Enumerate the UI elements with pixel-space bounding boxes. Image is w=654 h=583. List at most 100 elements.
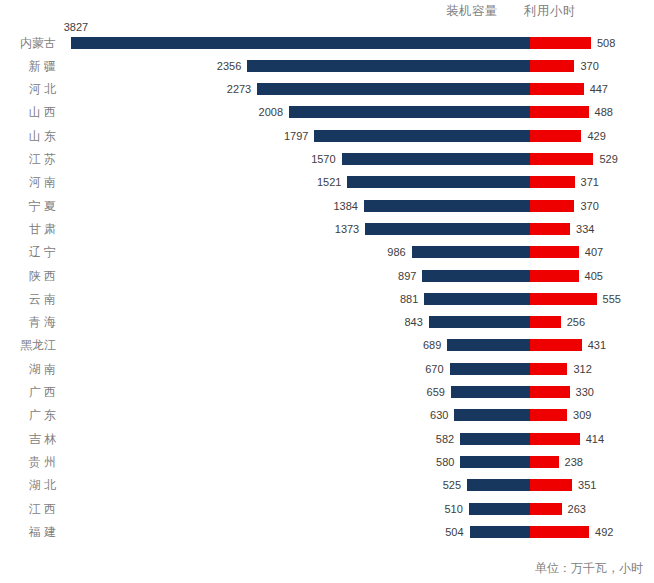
hours-bar <box>530 339 582 351</box>
table-row: 青 海 843 256 <box>0 316 654 328</box>
capacity-value: 2273 <box>227 84 251 95</box>
hours-bar <box>530 200 574 212</box>
capacity-value: 504 <box>445 526 463 537</box>
table-row: 河 北 2273 447 <box>0 83 654 95</box>
hours-bar <box>530 503 562 515</box>
province-label: 山 西 <box>0 106 56 118</box>
hours-value: 492 <box>595 526 613 537</box>
hours-value: 447 <box>590 84 608 95</box>
capacity-value: 1373 <box>335 223 359 234</box>
hours-value: 405 <box>585 270 603 281</box>
capacity-value: 525 <box>443 480 461 491</box>
province-label: 福 建 <box>0 526 56 538</box>
capacity-value: 843 <box>404 317 422 328</box>
province-label: 云 南 <box>0 293 56 305</box>
capacity-bar <box>467 479 530 491</box>
hours-bar <box>530 60 574 72</box>
capacity-value: 897 <box>398 270 416 281</box>
hours-value: 312 <box>573 363 591 374</box>
table-row: 甘 肃 1373 334 <box>0 223 654 235</box>
capacity-value: 689 <box>423 340 441 351</box>
capacity-value: 2008 <box>259 107 283 118</box>
capacity-bar <box>71 37 530 49</box>
capacity-bar <box>447 339 530 351</box>
province-label: 湖 南 <box>0 363 56 375</box>
capacity-value: 580 <box>436 456 454 467</box>
plot-area: 内蒙古 3827 508 新 疆 2356 370 河 北 2273 447 山… <box>0 0 654 583</box>
province-label: 甘 肃 <box>0 223 56 235</box>
capacity-bar <box>289 106 530 118</box>
table-row: 宁 夏 1384 370 <box>0 200 654 212</box>
table-row: 广 东 630 309 <box>0 409 654 421</box>
hours-bar <box>530 246 579 258</box>
province-label: 内蒙古 <box>0 37 56 49</box>
capacity-value: 510 <box>444 503 462 514</box>
capacity-bar <box>460 433 530 445</box>
capacity-bar <box>454 409 530 421</box>
province-label: 吉 林 <box>0 433 56 445</box>
table-row: 黑龙江 689 431 <box>0 339 654 351</box>
capacity-bar <box>451 386 530 398</box>
province-label: 青 海 <box>0 316 56 328</box>
hours-value: 370 <box>580 200 598 211</box>
table-row: 山 东 1797 429 <box>0 130 654 142</box>
capacity-bar <box>342 153 530 165</box>
province-label: 广 西 <box>0 386 56 398</box>
hours-value: 256 <box>567 317 585 328</box>
table-row: 吉 林 582 414 <box>0 433 654 445</box>
hours-bar <box>530 456 559 468</box>
province-label: 辽 宁 <box>0 246 56 258</box>
capacity-value: 1570 <box>311 154 335 165</box>
capacity-value: 3827 <box>64 22 88 33</box>
hours-bar <box>530 176 575 188</box>
table-row: 江 西 510 263 <box>0 503 654 515</box>
table-row: 河 南 1521 371 <box>0 176 654 188</box>
table-row: 新 疆 2356 370 <box>0 60 654 72</box>
hours-bar <box>530 433 580 445</box>
hours-value: 529 <box>599 154 617 165</box>
hours-value: 351 <box>578 480 596 491</box>
capacity-value: 986 <box>387 247 405 258</box>
province-label: 宁 夏 <box>0 200 56 212</box>
hours-value: 238 <box>565 456 583 467</box>
capacity-value: 659 <box>427 387 445 398</box>
hours-value: 508 <box>597 37 615 48</box>
table-row: 内蒙古 3827 508 <box>0 37 654 49</box>
hours-bar <box>530 293 597 305</box>
table-row: 陕 西 897 405 <box>0 270 654 282</box>
capacity-bar <box>424 293 530 305</box>
capacity-bar <box>412 246 530 258</box>
province-label: 江 苏 <box>0 153 56 165</box>
hours-value: 330 <box>576 387 594 398</box>
hours-value: 414 <box>586 433 604 444</box>
capacity-bar <box>364 200 530 212</box>
table-row: 贵 州 580 238 <box>0 456 654 468</box>
province-label: 湖 北 <box>0 479 56 491</box>
hours-bar <box>530 37 591 49</box>
hours-value: 431 <box>588 340 606 351</box>
capacity-value: 1521 <box>317 177 341 188</box>
hours-value: 334 <box>576 223 594 234</box>
hours-bar <box>530 270 579 282</box>
province-label: 山 东 <box>0 130 56 142</box>
capacity-bar <box>470 526 530 538</box>
capacity-bar <box>429 316 530 328</box>
table-row: 广 西 659 330 <box>0 386 654 398</box>
hours-bar <box>530 409 567 421</box>
capacity-bar <box>469 503 530 515</box>
province-label: 江 西 <box>0 503 56 515</box>
province-label: 黑龙江 <box>0 339 56 351</box>
table-row: 湖 北 525 351 <box>0 479 654 491</box>
table-row: 江 苏 1570 529 <box>0 153 654 165</box>
capacity-bar <box>365 223 530 235</box>
province-label: 贵 州 <box>0 456 56 468</box>
hours-bar <box>530 223 570 235</box>
hours-value: 370 <box>580 60 598 71</box>
hours-bar <box>530 316 561 328</box>
hours-bar <box>530 83 584 95</box>
capacity-bar <box>460 456 530 468</box>
hours-bar <box>530 153 593 165</box>
capacity-bar <box>247 60 530 72</box>
hours-bar <box>530 479 572 491</box>
capacity-bar <box>347 176 530 188</box>
